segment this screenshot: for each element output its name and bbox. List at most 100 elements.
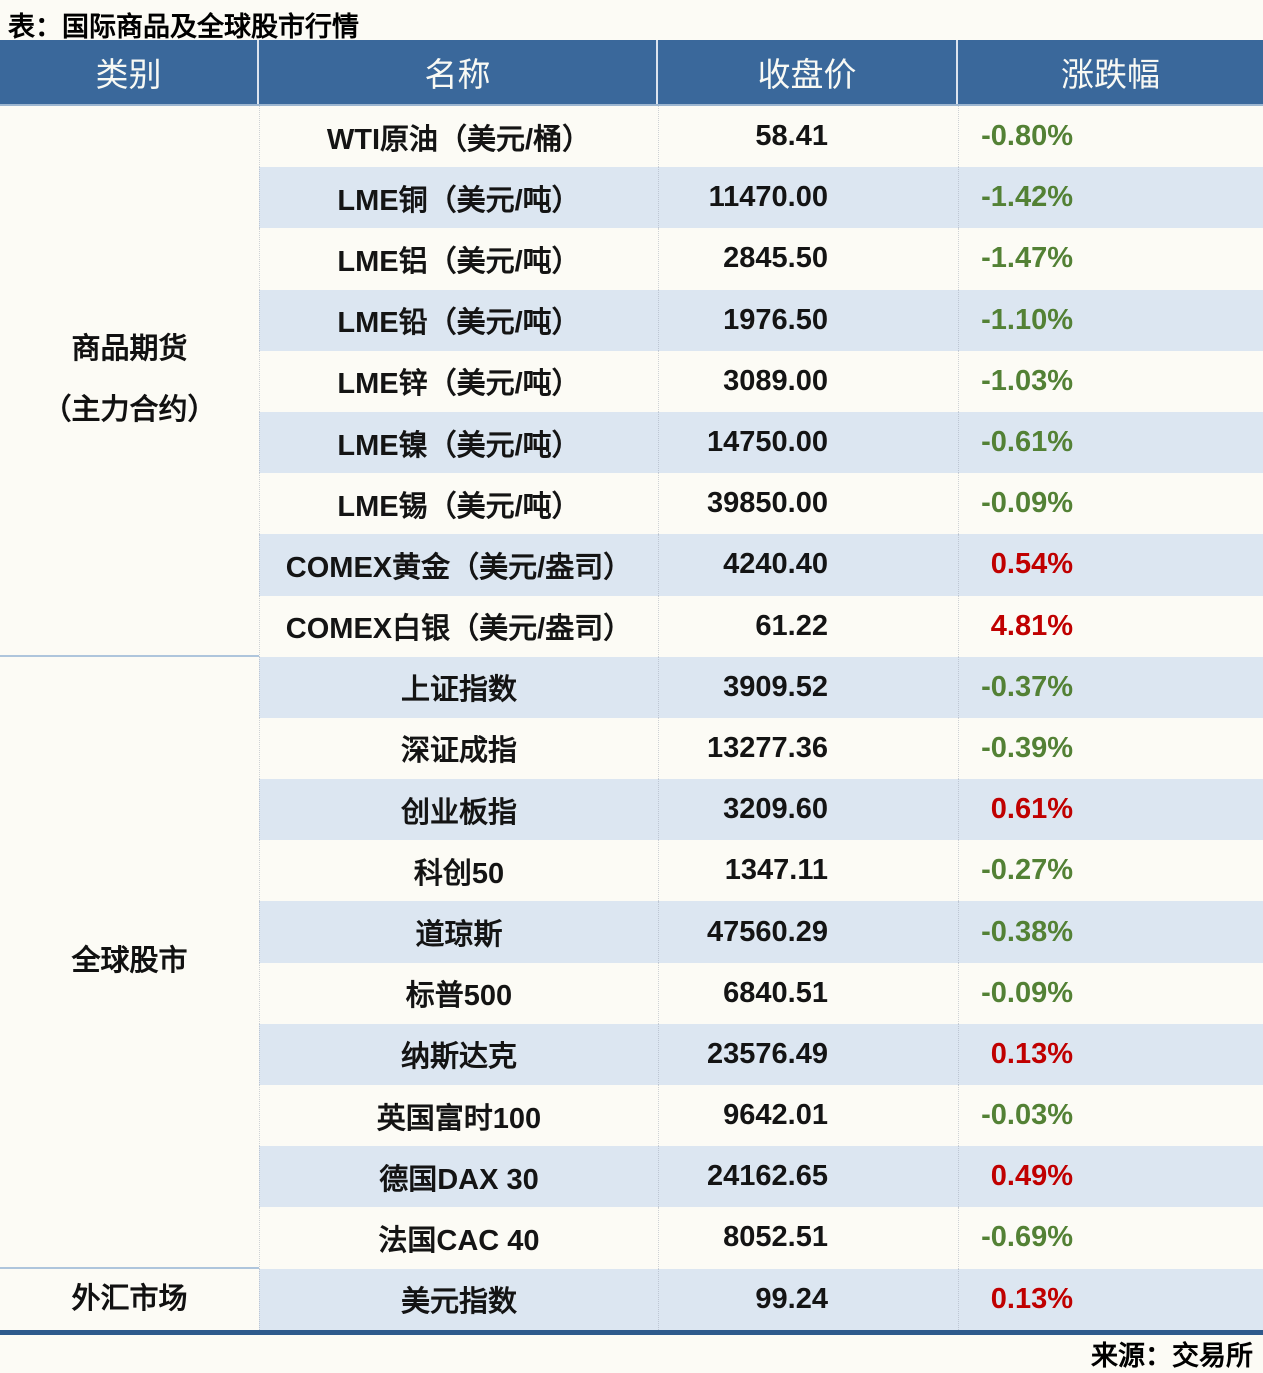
change-cell: -1.42%	[958, 167, 1263, 229]
name-cell: 科创50	[259, 840, 658, 902]
close-cell: 9642.01	[658, 1085, 958, 1147]
change-cell: -0.39%	[958, 717, 1263, 780]
category-label: （主力合约）	[42, 394, 217, 427]
change-cell: -0.69%	[958, 1207, 1263, 1269]
name-cell: 深证成指	[259, 717, 658, 780]
change-cell: 0.13%	[958, 1268, 1263, 1330]
close-cell: 3089.00	[658, 350, 958, 412]
table-row: 科创50 1347.11 -0.27%	[259, 840, 1263, 902]
change-cell: 0.49%	[958, 1146, 1263, 1208]
change-cell: 0.13%	[958, 1023, 1263, 1085]
name-cell: COMEX白银（美元/盎司）	[259, 595, 658, 657]
close-cell: 3209.60	[658, 779, 958, 841]
name-cell: LME镍（美元/吨）	[259, 411, 658, 474]
table-row: 美元指数 99.24 0.13%	[259, 1268, 1263, 1330]
table-row: LME铝（美元/吨） 2845.50 -1.47%	[259, 228, 1263, 290]
table-row: 标普500 6840.51 -0.09%	[259, 962, 1263, 1024]
change-cell: -1.03%	[958, 350, 1263, 412]
header-cell-close: 收盘价	[658, 40, 958, 104]
name-cell: 上证指数	[259, 656, 658, 718]
name-cell: 德国DAX 30	[259, 1146, 658, 1208]
change-cell: -1.10%	[958, 289, 1263, 351]
close-cell: 3909.52	[658, 656, 958, 718]
close-cell: 99.24	[658, 1268, 958, 1330]
source-note: 来源：交易所	[1091, 1340, 1253, 1371]
name-cell: 道琼斯	[259, 901, 658, 963]
header-cell-change: 涨跌幅	[1061, 58, 1160, 94]
group-row: 全球股市 上证指数 3909.52 -0.37% 深证成指 13277.36 -0.39% 创…	[0, 656, 1263, 1269]
close-cell: 14750.00	[658, 411, 958, 474]
group-row: 商品期货 （主力合约） WTI原油（美元/桶） 58.41 -0.80% LME铜（美元/…	[0, 106, 1263, 657]
change-cell: -0.37%	[958, 656, 1263, 718]
close-cell: 61.22	[658, 595, 958, 657]
table-row: 纳斯达克 23576.49 0.13%	[259, 1023, 1263, 1085]
table-row: COMEX黄金（美元/盎司） 4240.40 0.54%	[259, 534, 1263, 596]
close-cell: 1976.50	[658, 289, 958, 351]
name-cell: 美元指数	[259, 1268, 658, 1330]
close-cell: 11470.00	[658, 167, 958, 229]
rows-container: 上证指数 3909.52 -0.37% 深证成指 13277.36 -0.39% 创业板指 3…	[259, 656, 1263, 1269]
change-cell: 0.54%	[958, 534, 1263, 596]
close-cell: 58.41	[658, 106, 958, 168]
table-row: LME铜（美元/吨） 11470.00 -1.42%	[259, 167, 1263, 229]
close-cell: 24162.65	[658, 1146, 958, 1208]
change-cell: -0.80%	[958, 106, 1263, 168]
table-row: 德国DAX 30 24162.65 0.49%	[259, 1146, 1263, 1208]
category-label: 外汇市场	[71, 1282, 188, 1315]
change-cell: -0.38%	[958, 901, 1263, 963]
change-cell: -0.09%	[958, 962, 1263, 1024]
table-row: WTI原油（美元/桶） 58.41 -0.80%	[259, 106, 1263, 168]
table-row: LME锡（美元/吨） 39850.00 -0.09%	[259, 473, 1263, 535]
change-cell: -0.61%	[958, 411, 1263, 474]
name-cell: LME铜（美元/吨）	[259, 167, 658, 229]
close-cell: 13277.36	[658, 717, 958, 780]
change-cell: -0.03%	[958, 1085, 1263, 1147]
table-row: 道琼斯 47560.29 -0.38%	[259, 901, 1263, 963]
header-cell-category: 类别	[0, 40, 259, 104]
table-row: 上证指数 3909.52 -0.37%	[259, 656, 1263, 718]
name-cell: 创业板指	[259, 779, 658, 841]
name-cell: WTI原油（美元/桶）	[259, 106, 658, 168]
close-cell: 6840.51	[658, 962, 958, 1024]
name-cell: LME铝（美元/吨）	[259, 228, 658, 290]
header-cell-name: 名称	[259, 40, 658, 104]
table-row: 深证成指 13277.36 -0.39%	[259, 717, 1263, 780]
close-cell: 8052.51	[658, 1207, 958, 1269]
close-cell: 2845.50	[658, 228, 958, 290]
name-cell: LME铅（美元/吨）	[259, 289, 658, 351]
rows-container: 美元指数 99.24 0.13%	[259, 1268, 1263, 1330]
rows-container: WTI原油（美元/桶） 58.41 -0.80% LME铜（美元/吨） 11470.00…	[259, 106, 1263, 657]
table-header-row: 类别 名称 收盘价 涨跌幅	[0, 40, 1263, 106]
name-cell: 英国富时100	[259, 1085, 658, 1147]
change-cell: 0.61%	[958, 779, 1263, 841]
name-cell: 法国CAC 40	[259, 1207, 658, 1269]
change-cell: -1.47%	[958, 228, 1263, 290]
market-table: 类别 名称 收盘价 涨跌幅 商品期货 （主力合约） WTI原油（美元/桶） 58.41…	[0, 40, 1263, 1372]
category-label: 商品期货	[71, 333, 188, 366]
category-cell: 商品期货 （主力合约）	[0, 106, 259, 657]
table-row: LME镍（美元/吨） 14750.00 -0.61%	[259, 411, 1263, 474]
table-row: 创业板指 3209.60 0.61%	[259, 779, 1263, 841]
table-row: COMEX白银（美元/盎司） 61.22 4.81%	[259, 595, 1263, 657]
group-row: 外汇市场 美元指数 99.24 0.13%	[0, 1268, 1263, 1330]
name-cell: 标普500	[259, 962, 658, 1024]
table-row: LME锌（美元/吨） 3089.00 -1.03%	[259, 350, 1263, 412]
close-cell: 23576.49	[658, 1023, 958, 1085]
change-cell: -0.09%	[958, 473, 1263, 535]
name-cell: LME锌（美元/吨）	[259, 350, 658, 412]
name-cell: LME锡（美元/吨）	[259, 473, 658, 535]
table-bottom-rule	[0, 1329, 1263, 1335]
table-row: 英国富时100 9642.01 -0.03%	[259, 1085, 1263, 1147]
table-title: 表：国际商品及全球股市行情	[8, 12, 359, 42]
category-cell: 外汇市场	[0, 1269, 259, 1330]
category-cell: 全球股市	[0, 657, 259, 1269]
table-row: LME铅（美元/吨） 1976.50 -1.10%	[259, 289, 1263, 351]
name-cell: COMEX黄金（美元/盎司）	[259, 534, 658, 596]
close-cell: 1347.11	[658, 840, 958, 902]
change-cell: 4.81%	[958, 595, 1263, 657]
name-cell: 纳斯达克	[259, 1023, 658, 1085]
close-cell: 39850.00	[658, 473, 958, 535]
category-label: 全球股市	[71, 945, 188, 978]
close-cell: 47560.29	[658, 901, 958, 963]
